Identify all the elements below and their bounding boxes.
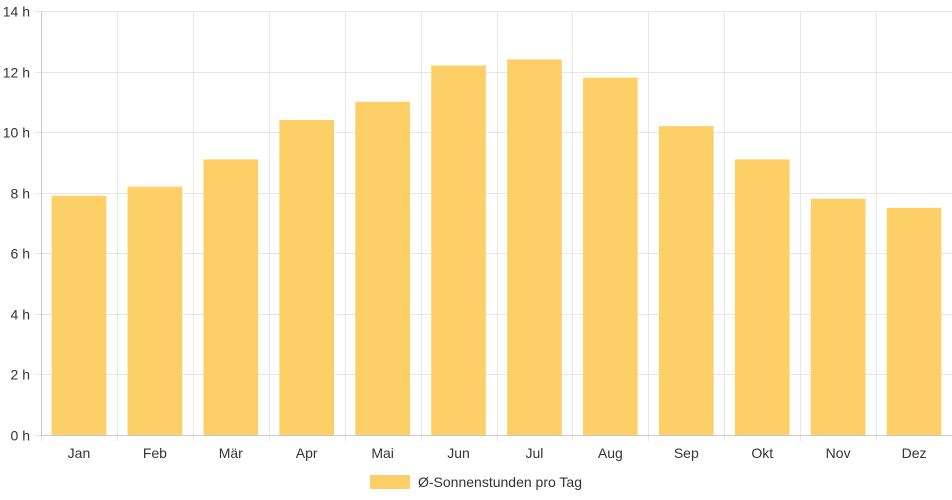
x-tick-label: Nov (826, 445, 851, 461)
bar[interactable] (886, 207, 942, 435)
x-tick-label: Sep (674, 445, 699, 461)
y-tick-label: 4 h (11, 307, 30, 323)
x-tick-label: Feb (143, 445, 167, 461)
legend-label: Ø-Sonnenstunden pro Tag (418, 474, 582, 490)
axes (41, 11, 952, 436)
bars (51, 59, 942, 436)
y-tick-label: 6 h (11, 246, 30, 262)
x-tick-label: Jan (68, 445, 91, 461)
x-tick-label: Apr (296, 445, 318, 461)
bar[interactable] (810, 198, 866, 435)
bar[interactable] (507, 59, 562, 435)
bar[interactable] (355, 101, 410, 435)
bar[interactable] (431, 65, 486, 435)
x-tick-label: Jun (447, 445, 470, 461)
y-tick-label: 2 h (11, 367, 30, 383)
x-tick-labels: Jan Feb Mär Apr Mai Jun Jul Aug Sep Okt Nov Dez (68, 445, 927, 461)
x-tick-label: Mai (371, 445, 394, 461)
x-tick-label: Okt (751, 445, 773, 461)
bar[interactable] (734, 159, 790, 435)
y-tick-label: 10 h (3, 125, 30, 141)
y-tick-label: 0 h (11, 428, 30, 444)
x-tick-label: Mär (219, 445, 243, 461)
legend-swatch (370, 475, 410, 489)
y-tick-labels: 0 h 2 h 4 h 6 h 8 h 10 h 12 h 14 h (3, 4, 30, 444)
y-tick-label: 12 h (3, 65, 30, 81)
bar[interactable] (51, 195, 107, 435)
legend[interactable]: Ø-Sonnenstunden pro Tag (370, 472, 582, 492)
bar[interactable] (203, 159, 259, 435)
bar[interactable] (127, 186, 183, 435)
bar[interactable] (583, 77, 638, 435)
grid-lines (35, 11, 952, 441)
x-tick-label: Dez (902, 445, 927, 461)
y-tick-label: 14 h (3, 4, 30, 20)
bar[interactable] (279, 120, 335, 436)
x-tick-label: Aug (598, 445, 623, 461)
x-tick-label: Jul (526, 445, 544, 461)
bar[interactable] (658, 126, 714, 435)
y-tick-label: 8 h (11, 186, 30, 202)
